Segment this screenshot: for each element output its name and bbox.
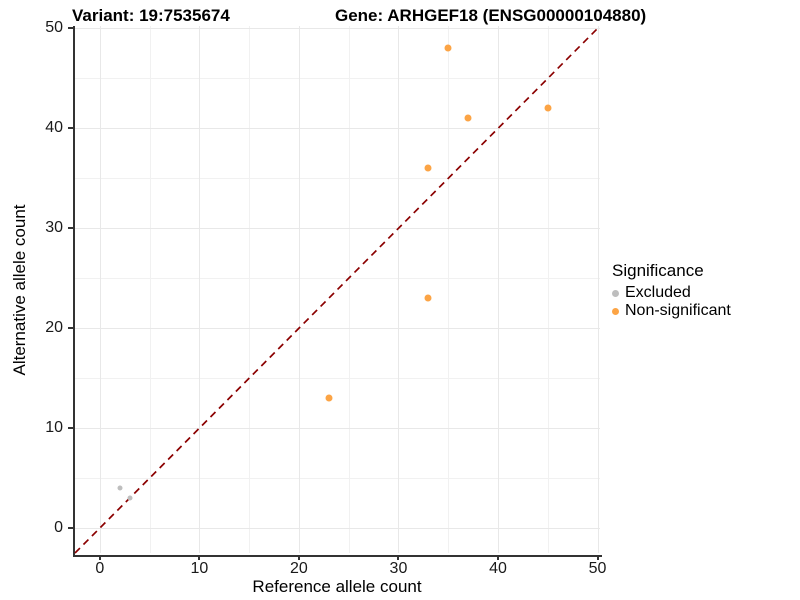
x-tick-mark [198,555,201,560]
y-tick-mark [68,427,73,430]
data-point-non-significant [325,394,333,402]
x-tick-label: 50 [588,560,607,577]
legend: Significance Excluded Non-significant [612,261,731,320]
x-tick-mark [397,555,400,560]
y-tick-mark [68,27,73,30]
y-major-gridline [75,28,600,30]
y-minor-gridline [75,378,600,380]
y-tick-label: 20 [45,319,63,337]
plot-panel [73,25,602,557]
y-minor-gridline [75,178,600,180]
x-axis-title: Reference allele count [252,577,422,596]
legend-item-non-significant: Non-significant [612,302,731,320]
x-major-gridline [298,26,300,553]
x-minor-gridline [547,26,549,553]
title-variant: Variant: 19:7535674 [72,6,230,25]
y-major-gridline [75,128,600,130]
x-minor-gridline [149,26,151,553]
x-minor-gridline [249,26,251,553]
legend-title: Significance [612,261,704,280]
y-major-gridline [75,428,600,430]
y-major-gridline [75,328,600,330]
y-minor-gridline [75,78,600,80]
data-point-excluded [127,495,133,501]
y-tick-label: 50 [45,19,63,37]
x-minor-gridline [348,26,350,553]
x-tick-mark [496,555,499,560]
x-tick-label: 40 [489,560,507,577]
legend-item-label: Non-significant [625,302,731,319]
y-tick-label: 10 [45,419,63,437]
x-tick-mark [98,555,101,560]
legend-item-excluded: Excluded [612,284,731,302]
y-tick-mark [68,227,73,230]
x-tick-label: 0 [95,560,105,577]
y-tick-mark [68,327,73,330]
x-minor-gridline [448,26,450,553]
y-tick-label: 30 [45,219,63,237]
y-tick-mark [68,527,73,530]
y-tick-label: 0 [54,519,63,537]
x-major-gridline [497,26,499,553]
title-gene: Gene: ARHGEF18 (ENSG00000104880) [335,6,647,25]
x-major-gridline [398,26,400,553]
data-point-non-significant [424,294,432,302]
x-tick-label: 20 [290,560,308,577]
y-minor-gridline [75,278,600,280]
non-significant-point-icon [612,307,619,315]
x-major-gridline [597,26,599,553]
identity-line [74,25,601,554]
y-minor-gridline [75,478,600,480]
y-major-gridline [75,528,600,530]
y-tick-label: 40 [45,119,63,137]
data-point-non-significant [544,104,552,112]
y-tick-mark [68,127,73,130]
x-major-gridline [199,26,201,553]
excluded-point-icon [612,289,619,297]
y-axis-title: Alternative allele count [10,204,29,376]
data-point-excluded [117,485,123,491]
x-tick-mark [297,555,300,560]
y-major-gridline [75,228,600,230]
x-major-gridline [99,26,101,553]
data-point-non-significant [424,164,432,172]
x-tick-label: 10 [190,560,209,577]
x-tick-mark [596,555,599,560]
data-point-non-significant [444,44,452,52]
x-tick-label: 30 [389,560,408,577]
data-point-non-significant [464,114,472,122]
legend-item-label: Excluded [625,284,691,301]
